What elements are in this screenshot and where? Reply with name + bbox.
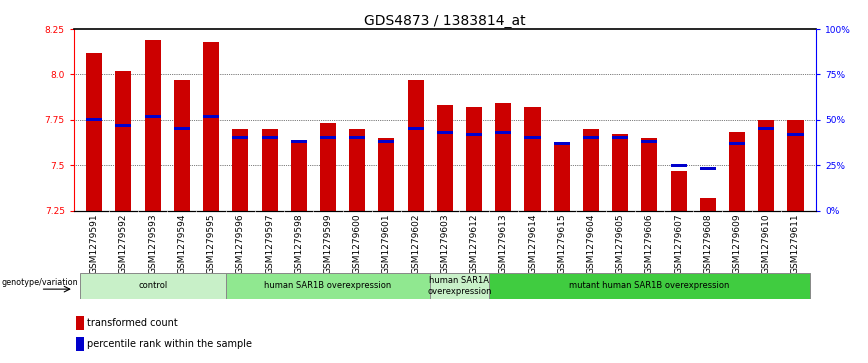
Text: GSM1279597: GSM1279597 bbox=[265, 213, 274, 274]
Bar bbox=[700, 167, 716, 170]
Text: GSM1279608: GSM1279608 bbox=[703, 213, 713, 274]
Bar bbox=[408, 80, 424, 211]
Text: GSM1279591: GSM1279591 bbox=[89, 213, 99, 274]
Bar bbox=[787, 120, 804, 211]
FancyBboxPatch shape bbox=[80, 273, 226, 299]
Text: GSM1279595: GSM1279595 bbox=[207, 213, 215, 274]
Bar bbox=[583, 136, 599, 139]
Text: mutant human SAR1B overexpression: mutant human SAR1B overexpression bbox=[569, 281, 730, 290]
Text: GSM1279593: GSM1279593 bbox=[148, 213, 157, 274]
Bar bbox=[349, 136, 365, 139]
Bar bbox=[787, 133, 804, 136]
Text: GSM1279609: GSM1279609 bbox=[733, 213, 741, 274]
Bar bbox=[203, 115, 219, 118]
Bar bbox=[86, 53, 102, 211]
Bar bbox=[700, 198, 716, 211]
Bar bbox=[466, 107, 482, 211]
Text: GSM1279592: GSM1279592 bbox=[119, 213, 128, 274]
Text: GSM1279611: GSM1279611 bbox=[791, 213, 800, 274]
Text: control: control bbox=[138, 281, 168, 290]
Bar bbox=[496, 131, 511, 134]
Bar bbox=[378, 138, 394, 211]
Text: GSM1279598: GSM1279598 bbox=[294, 213, 303, 274]
Bar bbox=[408, 127, 424, 130]
Text: GSM1279602: GSM1279602 bbox=[411, 213, 420, 274]
Text: GSM1279605: GSM1279605 bbox=[615, 213, 625, 274]
Text: GSM1279599: GSM1279599 bbox=[324, 213, 332, 274]
FancyBboxPatch shape bbox=[226, 273, 431, 299]
Text: percentile rank within the sample: percentile rank within the sample bbox=[88, 339, 253, 349]
Text: GSM1279612: GSM1279612 bbox=[470, 213, 478, 274]
Text: transformed count: transformed count bbox=[88, 318, 178, 328]
Bar bbox=[583, 129, 599, 211]
FancyBboxPatch shape bbox=[431, 273, 489, 299]
Text: GSM1279614: GSM1279614 bbox=[528, 213, 537, 274]
Text: GSM1279601: GSM1279601 bbox=[382, 213, 391, 274]
Bar bbox=[291, 142, 306, 211]
Bar bbox=[378, 140, 394, 143]
Title: GDS4873 / 1383814_at: GDS4873 / 1383814_at bbox=[364, 14, 526, 28]
Text: GSM1279613: GSM1279613 bbox=[499, 213, 508, 274]
Bar bbox=[496, 103, 511, 211]
Bar bbox=[437, 105, 453, 211]
Bar bbox=[729, 132, 745, 211]
Bar bbox=[554, 142, 569, 145]
Bar bbox=[466, 133, 482, 136]
Text: GSM1279600: GSM1279600 bbox=[352, 213, 362, 274]
Bar bbox=[174, 80, 190, 211]
Bar bbox=[524, 107, 541, 211]
Bar bbox=[671, 171, 687, 211]
Bar bbox=[612, 136, 628, 139]
Text: GSM1279604: GSM1279604 bbox=[587, 213, 595, 274]
Bar bbox=[671, 164, 687, 167]
Bar bbox=[641, 138, 657, 211]
Bar bbox=[203, 42, 219, 211]
Bar bbox=[233, 136, 248, 139]
Bar bbox=[76, 337, 84, 351]
Text: GSM1279610: GSM1279610 bbox=[762, 213, 771, 274]
Bar bbox=[115, 71, 131, 211]
Bar bbox=[729, 142, 745, 145]
Bar bbox=[349, 129, 365, 211]
Bar bbox=[145, 115, 161, 118]
Text: GSM1279615: GSM1279615 bbox=[557, 213, 566, 274]
Text: genotype/variation: genotype/variation bbox=[2, 278, 78, 287]
Text: human SAR1A
overexpression: human SAR1A overexpression bbox=[427, 276, 491, 295]
Bar bbox=[261, 136, 278, 139]
Text: GSM1279607: GSM1279607 bbox=[674, 213, 683, 274]
FancyBboxPatch shape bbox=[489, 273, 810, 299]
Text: GSM1279603: GSM1279603 bbox=[440, 213, 450, 274]
Bar bbox=[76, 315, 84, 330]
Bar bbox=[145, 40, 161, 211]
Bar bbox=[174, 127, 190, 130]
Text: GSM1279606: GSM1279606 bbox=[645, 213, 654, 274]
Bar bbox=[291, 140, 306, 143]
Bar bbox=[759, 127, 774, 130]
Text: GSM1279594: GSM1279594 bbox=[177, 213, 187, 274]
Bar bbox=[641, 140, 657, 143]
Text: GSM1279596: GSM1279596 bbox=[236, 213, 245, 274]
Bar bbox=[86, 118, 102, 121]
Bar bbox=[261, 129, 278, 211]
Bar bbox=[437, 131, 453, 134]
Text: human SAR1B overexpression: human SAR1B overexpression bbox=[265, 281, 391, 290]
Bar bbox=[524, 136, 541, 139]
Bar bbox=[320, 136, 336, 139]
Bar bbox=[759, 120, 774, 211]
Bar bbox=[320, 123, 336, 211]
Bar bbox=[612, 134, 628, 211]
Bar bbox=[115, 124, 131, 127]
Bar bbox=[233, 129, 248, 211]
Bar bbox=[554, 143, 569, 211]
